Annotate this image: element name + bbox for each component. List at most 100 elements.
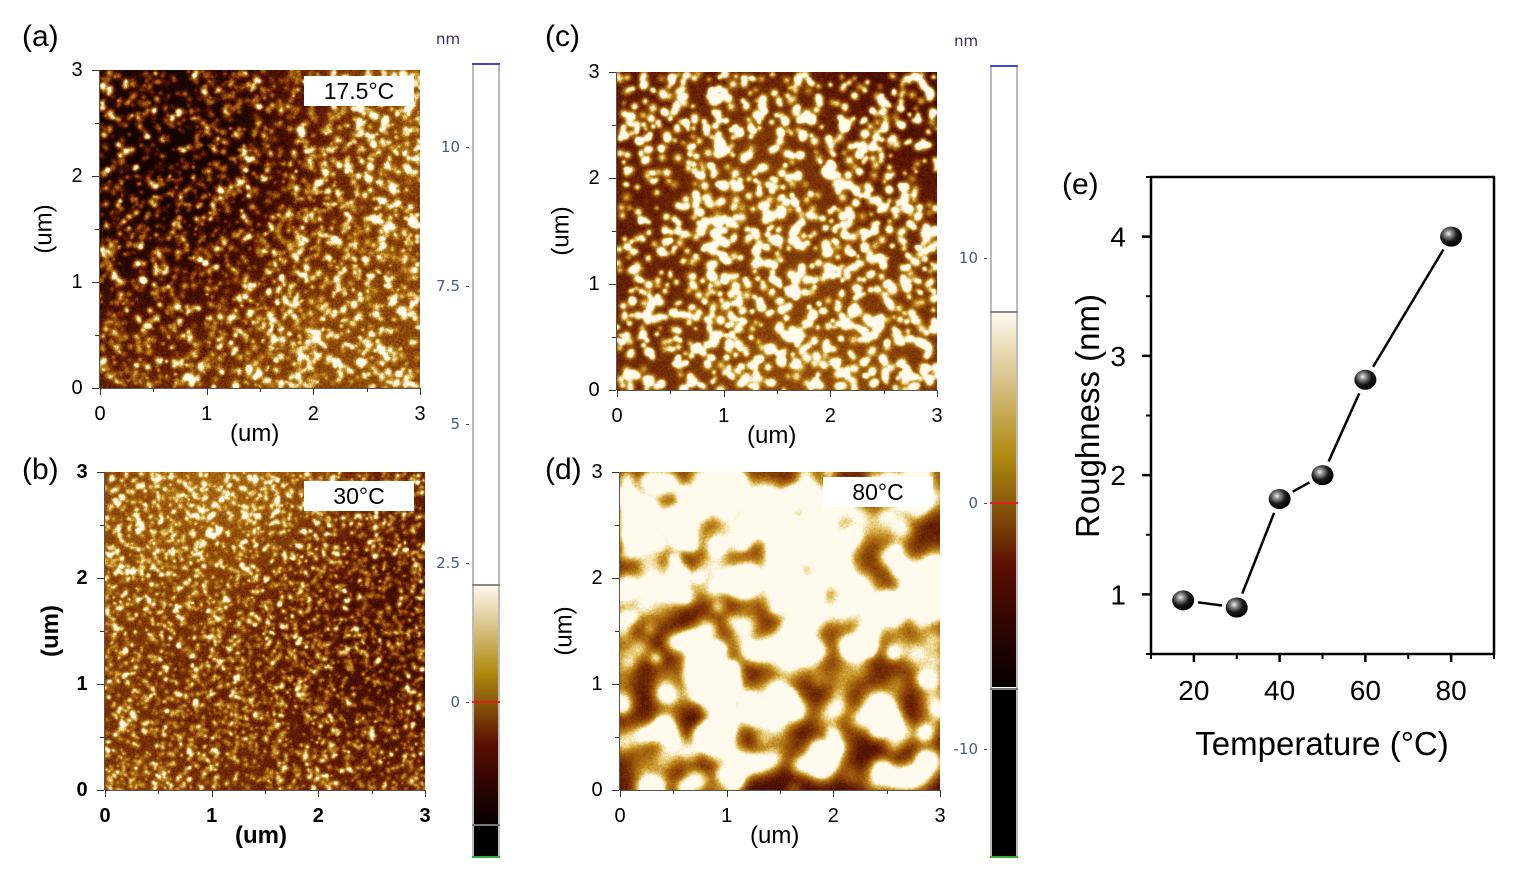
x-minor-tick-c — [883, 390, 885, 394]
x-tick-label-d: 3 — [934, 805, 946, 827]
x-tick-label-b: 2 — [312, 805, 324, 827]
x-tick-mark-c — [723, 390, 725, 397]
y-minor-tick-c — [612, 231, 616, 232]
x-tick-mark-b — [105, 790, 106, 797]
x-minor-tick-d — [780, 790, 781, 794]
x-tick-mark-a — [100, 388, 101, 395]
colorbar-tick-mark — [466, 563, 469, 565]
y-tick-mark-c — [609, 178, 616, 179]
y-tick-mark-b — [97, 790, 104, 791]
x-axis-title-a: (um) — [230, 420, 280, 447]
colorbar-lower-limit — [472, 823, 500, 826]
x-tick-label-c: 0 — [611, 405, 623, 427]
colorbar-tick-mark — [466, 424, 469, 426]
colorbar-upper-limit — [990, 310, 1018, 313]
x-minor-tick-d — [673, 790, 675, 794]
colorbar-zero-line — [472, 700, 500, 703]
colorbar-zero-line — [990, 502, 1018, 505]
x-minor-tick-c — [670, 390, 672, 394]
colorbar-gradient — [992, 311, 1016, 688]
x-tick-mark-b — [425, 790, 426, 797]
x-minor-tick-a — [153, 388, 155, 392]
x-tick-mark-d — [726, 790, 728, 797]
colorbar-tick-mark — [984, 257, 987, 259]
x-minor-tick-a — [366, 388, 368, 392]
y-minor-tick-d — [615, 631, 619, 632]
y-minor-tick-a — [95, 123, 99, 124]
afm-image-c — [617, 72, 937, 390]
x-tick-label: 20 — [1178, 675, 1209, 706]
data-point — [1354, 369, 1377, 390]
x-axis-title-d: (um) — [750, 822, 800, 849]
temperature-label-a: 17.5°C — [304, 76, 414, 106]
colorbar-tick-mark — [984, 748, 987, 750]
x-tick-label-c: 1 — [718, 405, 730, 427]
y-tick-label-a: 0 — [71, 377, 83, 399]
y-tick-label: 3 — [1110, 341, 1126, 372]
afm-image-b — [105, 472, 425, 790]
x-tick-label: 80 — [1436, 675, 1467, 706]
y-minor-tick-b — [100, 631, 104, 632]
y-tick-mark-a — [92, 176, 99, 177]
y-axis-line-b — [104, 472, 105, 790]
x-tick-mark-d — [620, 790, 621, 797]
x-minor-tick-a — [260, 388, 261, 392]
colorbar-unit: nm — [954, 32, 979, 50]
colorbar-tick-label: -10 — [953, 739, 979, 758]
x-tick-label: 60 — [1350, 675, 1381, 706]
y-axis-ticks: 1 2 3 4 — [1110, 176, 1151, 655]
y-tick-mark-b — [97, 684, 104, 685]
y-tick-label-d: 2 — [591, 567, 603, 589]
line-segment — [1327, 392, 1361, 462]
x-tick-mark-a — [206, 388, 208, 395]
y-tick-label-a: 3 — [71, 59, 83, 81]
x-tick-label: 40 — [1264, 675, 1295, 706]
x-tick-label-b: 0 — [99, 805, 111, 827]
y-tick-label-c: 1 — [588, 273, 600, 295]
y-axis-title: Roughness (nm) — [1069, 294, 1106, 538]
x-tick-label-a: 2 — [307, 403, 319, 425]
y-tick-mark-c — [609, 72, 616, 73]
y-tick-label-c: 0 — [588, 379, 600, 401]
colorbar-tick-label: 10 — [440, 138, 460, 157]
colorbar-tick-mark — [466, 701, 469, 703]
x-tick-label-a: 1 — [201, 403, 213, 425]
x-axis-title-b: (um) — [235, 822, 287, 849]
y-tick-label: 1 — [1110, 579, 1126, 610]
data-point — [1311, 465, 1334, 486]
x-minor-tick-d — [886, 790, 888, 794]
panel-label-a: (a) — [22, 20, 59, 53]
y-tick-label: 2 — [1110, 460, 1126, 491]
y-minor-tick-d — [615, 737, 619, 738]
series-points — [1172, 226, 1463, 618]
y-minor-tick-b — [100, 737, 104, 738]
y-tick-mark-b — [97, 578, 104, 579]
colorbar-tick-label: 0 — [450, 692, 460, 711]
x-minor-tick-b — [371, 790, 373, 794]
x-axis-ticks: 20 40 60 80 — [1150, 654, 1495, 706]
x-tick-mark-a — [420, 388, 421, 395]
x-tick-label-d: 1 — [721, 805, 733, 827]
y-tick-label: 4 — [1110, 222, 1126, 253]
x-tick-label-b: 1 — [206, 805, 218, 827]
x-minor-tick-c — [777, 390, 778, 394]
line-segment — [1292, 481, 1310, 493]
colorbar-tick-mark — [466, 147, 469, 149]
y-minor-tick-a — [95, 335, 99, 336]
y-tick-mark-b — [97, 472, 104, 473]
x-minor-tick-b — [265, 790, 266, 794]
y-minor-tick-b — [100, 525, 104, 526]
y-tick-mark-c — [609, 284, 616, 285]
y-tick-mark-d — [612, 472, 619, 473]
y-minor-tick-c — [612, 125, 616, 126]
colorbar-tick-label: 10 — [958, 248, 978, 267]
x-tick-label-c: 3 — [931, 405, 943, 427]
colorbar-top-line — [990, 65, 1018, 67]
x-tick-mark-b — [318, 790, 320, 797]
x-axis-title: Temperature (°C) — [1195, 725, 1448, 762]
colorbar-black — [992, 687, 1016, 857]
temperature-label-d: 80°C — [823, 477, 933, 507]
afm-image-d — [620, 472, 940, 790]
x-axis-title-c: (um) — [747, 422, 797, 449]
y-tick-mark-a — [92, 388, 99, 389]
